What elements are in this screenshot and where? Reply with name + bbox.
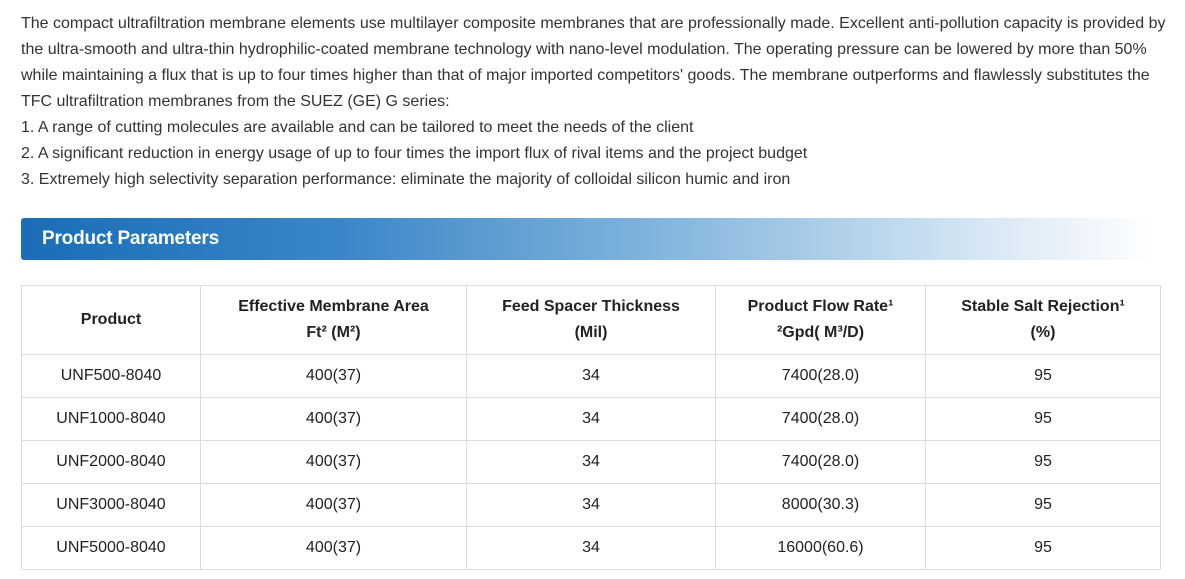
header-membrane-area: Effective Membrane Area Ft² (M²) — [200, 285, 467, 355]
table-row: UNF2000-8040 400(37) 34 7400(28.0) 95 — [21, 440, 1161, 484]
section-banner: Product Parameters — [21, 218, 1154, 260]
table-header-row: Product Effective Membrane Area Ft² (M²)… — [21, 285, 1161, 355]
cell-product: UNF5000-8040 — [21, 526, 201, 570]
cell-salt-rejection: 95 — [925, 354, 1161, 398]
header-unit: (%) — [1030, 324, 1056, 341]
cell-salt-rejection: 95 — [925, 440, 1161, 484]
header-unit: (Mil) — [574, 324, 608, 341]
intro-point-3: 3. Extremely high selectivity separation… — [21, 171, 791, 188]
cell-feed-spacer: 34 — [466, 526, 716, 570]
cell-salt-rejection: 95 — [925, 483, 1161, 527]
cell-flow-rate: 7400(28.0) — [715, 397, 926, 441]
cell-flow-rate: 7400(28.0) — [715, 440, 926, 484]
header-line: Feed Spacer Thickness — [502, 298, 680, 315]
cell-salt-rejection: 95 — [925, 397, 1161, 441]
table-row: UNF1000-8040 400(37) 34 7400(28.0) 95 — [21, 397, 1161, 441]
product-parameters-table: Product Effective Membrane Area Ft² (M²)… — [21, 285, 1161, 570]
cell-product: UNF500-8040 — [21, 354, 201, 398]
cell-membrane-area: 400(37) — [200, 483, 467, 527]
header-line: Effective Membrane Area — [238, 298, 429, 315]
intro-point-2: 2. A significant reduction in energy usa… — [21, 145, 808, 162]
cell-feed-spacer: 34 — [466, 483, 716, 527]
header-salt-rejection: Stable Salt Rejection¹ (%) — [925, 285, 1161, 355]
header-feed-spacer: Feed Spacer Thickness (Mil) — [466, 285, 716, 355]
header-product: Product — [21, 285, 201, 355]
cell-membrane-area: 400(37) — [200, 397, 467, 441]
intro-text: The compact ultrafiltration membrane ele… — [21, 11, 1171, 193]
header-unit: Ft² (M²) — [306, 324, 361, 341]
header-line: Stable Salt Rejection¹ — [961, 298, 1125, 315]
cell-feed-spacer: 34 — [466, 440, 716, 484]
cell-membrane-area: 400(37) — [200, 440, 467, 484]
intro-paragraph: The compact ultrafiltration membrane ele… — [21, 15, 1166, 110]
cell-product: UNF1000-8040 — [21, 397, 201, 441]
table-row: UNF3000-8040 400(37) 34 8000(30.3) 95 — [21, 483, 1161, 527]
cell-salt-rejection: 95 — [925, 526, 1161, 570]
cell-product: UNF3000-8040 — [21, 483, 201, 527]
cell-product: UNF2000-8040 — [21, 440, 201, 484]
cell-flow-rate: 8000(30.3) — [715, 483, 926, 527]
table-row: UNF500-8040 400(37) 34 7400(28.0) 95 — [21, 354, 1161, 398]
header-line: Product — [80, 311, 142, 328]
section-title: Product Parameters — [42, 228, 219, 249]
header-line: Product Flow Rate¹ — [747, 298, 894, 315]
cell-feed-spacer: 34 — [466, 354, 716, 398]
cell-flow-rate: 7400(28.0) — [715, 354, 926, 398]
table-row: UNF5000-8040 400(37) 34 16000(60.6) 95 — [21, 526, 1161, 570]
cell-membrane-area: 400(37) — [200, 526, 467, 570]
cell-membrane-area: 400(37) — [200, 354, 467, 398]
header-unit: ²Gpd( M³/D) — [776, 324, 865, 341]
header-flow-rate: Product Flow Rate¹ ²Gpd( M³/D) — [715, 285, 926, 355]
cell-feed-spacer: 34 — [466, 397, 716, 441]
intro-point-1: 1. A range of cutting molecules are avai… — [21, 119, 694, 136]
cell-flow-rate: 16000(60.6) — [715, 526, 926, 570]
